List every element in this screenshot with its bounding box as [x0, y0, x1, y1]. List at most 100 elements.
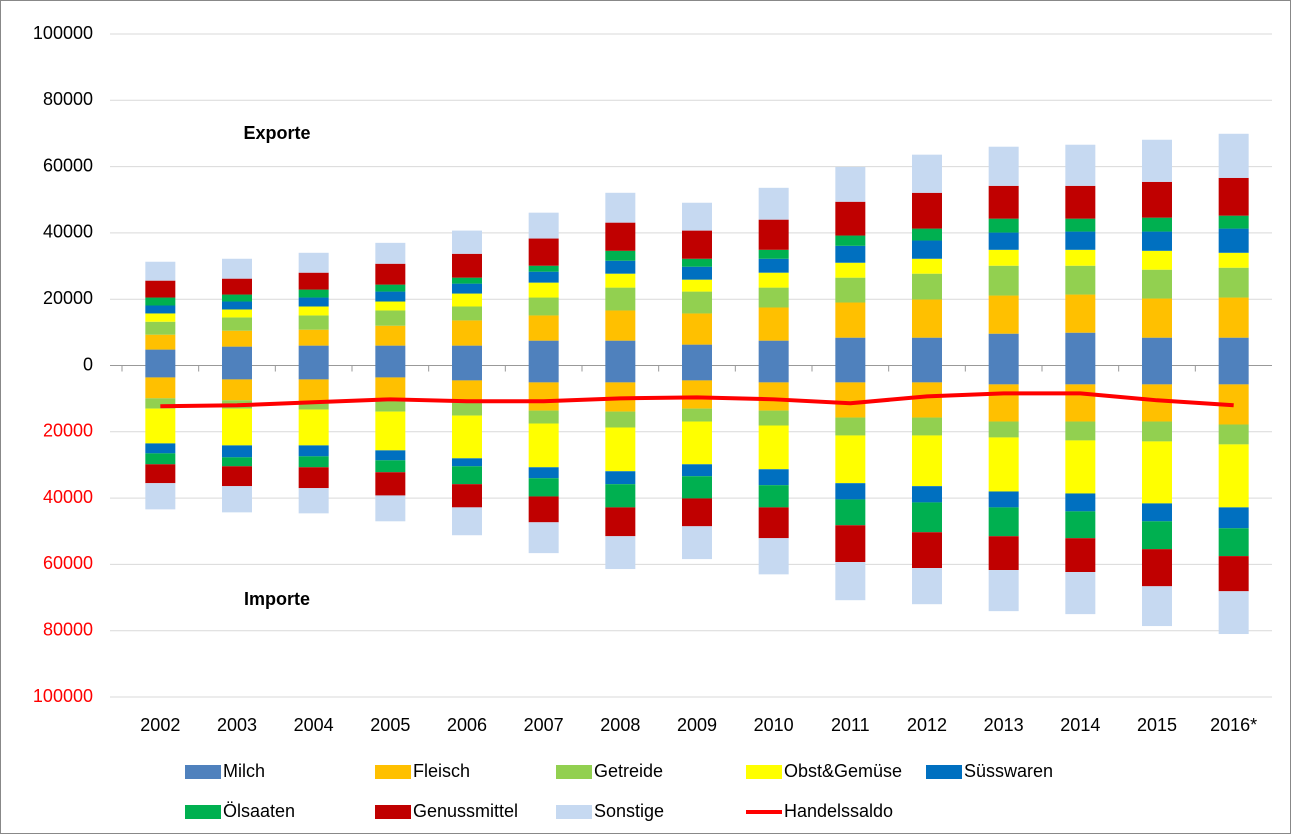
y-tick-label: 0 [83, 354, 93, 374]
import-bar [1065, 538, 1096, 573]
export-bar [1142, 181, 1172, 218]
x-tick-label: 2004 [294, 715, 334, 735]
export-bar [298, 297, 329, 307]
legend-label: Sonstige [594, 801, 664, 821]
export-bar [835, 245, 866, 263]
import-bar [988, 421, 1019, 438]
import-bar [1218, 365, 1249, 385]
export-bar [1218, 228, 1249, 253]
import-bar [835, 483, 866, 500]
import-bar [528, 496, 559, 523]
export-bar [758, 340, 789, 366]
export-bar [1065, 294, 1096, 333]
export-bar [758, 307, 789, 341]
import-bar [988, 491, 1019, 508]
export-bar [912, 273, 942, 300]
import-bar [375, 460, 406, 473]
import-bar [145, 398, 176, 409]
import-bar [528, 382, 559, 411]
export-bar [375, 345, 406, 366]
import-bar [375, 411, 406, 451]
import-bar [682, 421, 712, 465]
export-bar [988, 249, 1019, 266]
export-bar [912, 299, 942, 338]
export-bar [222, 317, 252, 331]
export-bar [605, 340, 636, 366]
export-bar [375, 291, 406, 302]
export-bar [375, 310, 406, 326]
import-bar [1142, 521, 1172, 550]
x-tick-label: 2014 [1060, 715, 1100, 735]
export-bar [222, 278, 252, 295]
legend-label: Milch [223, 761, 265, 781]
import-bar [1142, 503, 1172, 522]
x-tick-label: 2015 [1137, 715, 1177, 735]
import-bar [1065, 384, 1096, 422]
export-bar [988, 265, 1019, 296]
y-tick-label: 20000 [43, 288, 93, 308]
x-tick-label: 2011 [831, 715, 870, 735]
export-bar [682, 279, 712, 292]
legend-swatch [375, 805, 411, 819]
annotation: Importe [244, 589, 310, 609]
export-bar [298, 345, 329, 366]
export-bar [1142, 139, 1172, 182]
export-bar [528, 340, 559, 366]
import-bar [912, 502, 942, 533]
export-bar [375, 325, 406, 346]
legend-swatch [926, 765, 962, 779]
export-bar [145, 280, 176, 298]
export-bar [145, 321, 176, 335]
export-bar [528, 212, 559, 239]
export-bar [758, 219, 789, 250]
x-tick-label: 2003 [217, 715, 257, 735]
export-bar [835, 262, 866, 278]
export-bar [1065, 185, 1096, 219]
import-bar [1142, 549, 1172, 587]
legend-label: Getreide [594, 761, 663, 781]
export-bar [298, 329, 329, 346]
import-bar [222, 457, 252, 467]
import-bar [1218, 507, 1249, 529]
x-tick-label: 2010 [754, 715, 794, 735]
import-bar [452, 402, 482, 416]
import-bar [222, 466, 252, 487]
import-bar [298, 379, 329, 402]
import-bar [988, 507, 1019, 537]
import-bar [988, 365, 1019, 385]
import-bar [835, 435, 866, 484]
import-bar [222, 379, 252, 401]
legend-label: Süsswaren [964, 761, 1053, 781]
export-bar [452, 345, 482, 366]
export-bar [298, 306, 329, 316]
import-bar [1142, 421, 1172, 442]
import-bar [988, 536, 1019, 571]
import-bar [912, 486, 942, 503]
export-bar [1142, 250, 1172, 270]
export-bar [298, 315, 329, 330]
import-bar [682, 464, 712, 477]
export-bar [528, 271, 559, 283]
export-bar [145, 261, 176, 281]
x-tick-label: 2013 [984, 715, 1024, 735]
export-bar [912, 228, 942, 241]
import-bar [452, 365, 482, 381]
export-bar [605, 192, 636, 223]
import-bar [222, 365, 252, 380]
export-bar [1218, 252, 1249, 268]
export-bar [758, 287, 789, 308]
export-bar [988, 295, 1019, 334]
import-bar [222, 408, 252, 446]
x-tick-label: 2002 [140, 715, 180, 735]
export-bar [988, 333, 1019, 366]
export-bar [452, 293, 482, 307]
y-tick-label: 80000 [43, 619, 93, 639]
import-bar [298, 467, 329, 489]
export-bar [988, 232, 1019, 250]
import-bar [682, 498, 712, 527]
x-tick-label: 2007 [524, 715, 564, 735]
import-bar [605, 507, 636, 537]
export-bar [145, 349, 176, 366]
export-bar [1142, 298, 1172, 338]
